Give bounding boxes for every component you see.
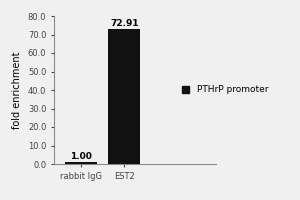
Legend: PTHrP promoter: PTHrP promoter — [182, 86, 268, 95]
Y-axis label: fold enrichment: fold enrichment — [12, 51, 22, 129]
Text: 72.91: 72.91 — [110, 19, 139, 28]
Text: 1.00: 1.00 — [70, 152, 92, 161]
Bar — [108, 29, 140, 164]
Bar — [65, 162, 97, 164]
